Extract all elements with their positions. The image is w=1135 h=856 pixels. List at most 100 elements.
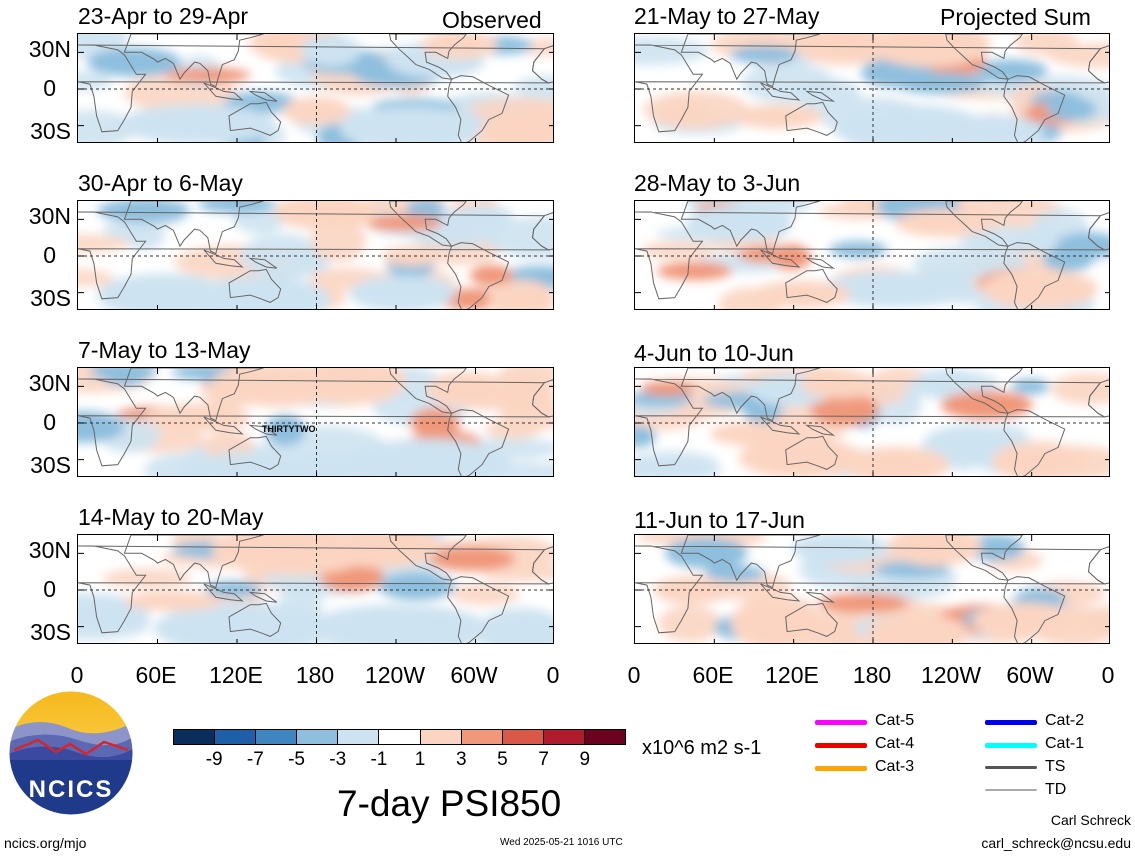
map-panel-projected-4 <box>634 534 1110 644</box>
coastlines <box>635 34 1109 142</box>
map-canvas <box>635 201 1109 309</box>
colorbar-units: x10^6 m2 s-1 <box>642 737 762 759</box>
lat-label-0: 0 <box>43 576 56 602</box>
map-panel-observed-3 <box>77 367 554 477</box>
main-title: 7-day PSI850 <box>337 783 562 824</box>
colorbar-label: 5 <box>497 749 508 770</box>
colorbar-label: 3 <box>455 749 467 770</box>
coastlines <box>635 368 1109 476</box>
lon-label: 120E <box>765 662 819 688</box>
lat-label-30s: 30S <box>30 118 71 144</box>
coastlines <box>78 34 553 142</box>
panel-title: 14-May to 20-May <box>78 504 264 530</box>
colorbar-label: -1 <box>370 749 388 770</box>
colorbar-swatch <box>379 730 421 744</box>
coastlines <box>78 368 553 476</box>
map-panel-projected-1 <box>634 33 1110 143</box>
footer-url: ncics.org/mjo <box>4 835 87 851</box>
lat-label-30s: 30S <box>30 285 71 311</box>
lon-label: 0 <box>1101 662 1115 688</box>
panel-title: 11-Jun to 17-Jun <box>634 507 805 533</box>
colorbar-swatch <box>420 730 462 744</box>
observed-label: Observed <box>442 7 542 33</box>
lon-label: 180 <box>852 662 892 688</box>
legend-swatch-td <box>985 789 1037 791</box>
colorbar-label: 1 <box>414 749 426 770</box>
lat-label-30n: 30N <box>28 370 71 396</box>
legend-label: TS <box>1045 758 1066 775</box>
map-canvas <box>635 368 1109 476</box>
lon-label: 0 <box>546 662 560 688</box>
legend-label: Cat-4 <box>875 735 915 752</box>
colorbar-swatch <box>215 730 257 744</box>
lat-label-0: 0 <box>43 409 56 435</box>
map-panel-observed-4 <box>77 534 554 644</box>
footer-author: Carl Schreck <box>1050 812 1131 828</box>
legend-label: TD <box>1045 781 1067 798</box>
map-canvas <box>78 201 553 309</box>
coastlines <box>635 201 1109 309</box>
panel-title: 21-May to 27-May <box>634 3 820 29</box>
projected-label: Projected Sum <box>940 4 1091 30</box>
map-panel-projected-2 <box>634 200 1110 310</box>
colorbar-swatch <box>338 730 380 744</box>
lon-label: 0 <box>70 662 84 688</box>
anomaly-field <box>78 535 553 643</box>
colorbar-swatch <box>174 730 216 744</box>
storm-label: THIRTYTWO <box>262 424 316 434</box>
lon-label: 0 <box>627 662 641 688</box>
legend-swatch-cat-1 <box>985 743 1037 748</box>
legend-label: Cat-1 <box>1045 735 1085 752</box>
logo-text: NCICS <box>28 776 114 803</box>
lon-label: 180 <box>295 662 335 688</box>
colorbar-label: -7 <box>246 749 264 770</box>
coastlines <box>78 201 553 309</box>
lon-label: 120E <box>209 662 263 688</box>
colorbar-label: -5 <box>288 749 305 770</box>
lat-label-0: 0 <box>43 242 56 268</box>
panel-title: 30-Apr to 6-May <box>78 170 243 196</box>
colorbar-label: 9 <box>579 749 591 770</box>
panel-title: 28-May to 3-Jun <box>634 170 801 196</box>
map-canvas <box>635 34 1109 142</box>
lon-label: 60E <box>135 662 177 688</box>
colorbar-swatch <box>461 730 503 744</box>
legend-swatch-ts <box>985 766 1037 769</box>
panel-title: 4-Jun to 10-Jun <box>634 340 794 366</box>
coastlines <box>78 535 553 643</box>
lat-label-30n: 30N <box>28 36 71 62</box>
legend-label: Cat-5 <box>875 712 915 729</box>
ncics-logo: NCICS <box>8 690 134 816</box>
colorbar <box>173 729 626 745</box>
map-panel-observed-2 <box>77 200 554 310</box>
map-canvas <box>78 535 553 643</box>
footer-timestamp: Wed 2025-05-21 1016 UTC <box>500 837 623 848</box>
colorbar-swatch <box>256 730 298 744</box>
colorbar-label: -3 <box>329 749 347 770</box>
lat-label-30s: 30S <box>30 452 71 478</box>
panel-title: 7-May to 13-May <box>78 337 251 363</box>
lon-label: 60W <box>1006 662 1054 688</box>
lat-label-30s: 30S <box>30 619 71 645</box>
lat-label-0: 0 <box>43 75 56 101</box>
legend-swatch-cat-3 <box>815 766 867 771</box>
lon-label: 120W <box>364 662 426 688</box>
colorbar-label: 7 <box>538 749 549 770</box>
legend-swatch-cat-5 <box>815 720 867 725</box>
map-panel-observed-1 <box>77 33 554 143</box>
lat-label-30n: 30N <box>28 203 71 229</box>
panel-title: 23-Apr to 29-Apr <box>78 3 249 29</box>
colorbar-label: -9 <box>205 749 223 770</box>
legend-label: Cat-2 <box>1045 712 1085 729</box>
map-panel-projected-3 <box>634 367 1110 477</box>
lon-label: 120W <box>920 662 982 688</box>
lon-label: 60E <box>692 662 734 688</box>
map-canvas <box>635 535 1109 643</box>
lon-label: 60W <box>450 662 498 688</box>
footer-email: carl_schreck@ncsu.edu <box>981 835 1131 851</box>
legend-label: Cat-3 <box>875 758 915 775</box>
colorbar-swatch <box>543 730 585 744</box>
anomaly-field <box>78 34 553 142</box>
colorbar-swatch <box>502 730 544 744</box>
map-canvas <box>78 368 553 476</box>
